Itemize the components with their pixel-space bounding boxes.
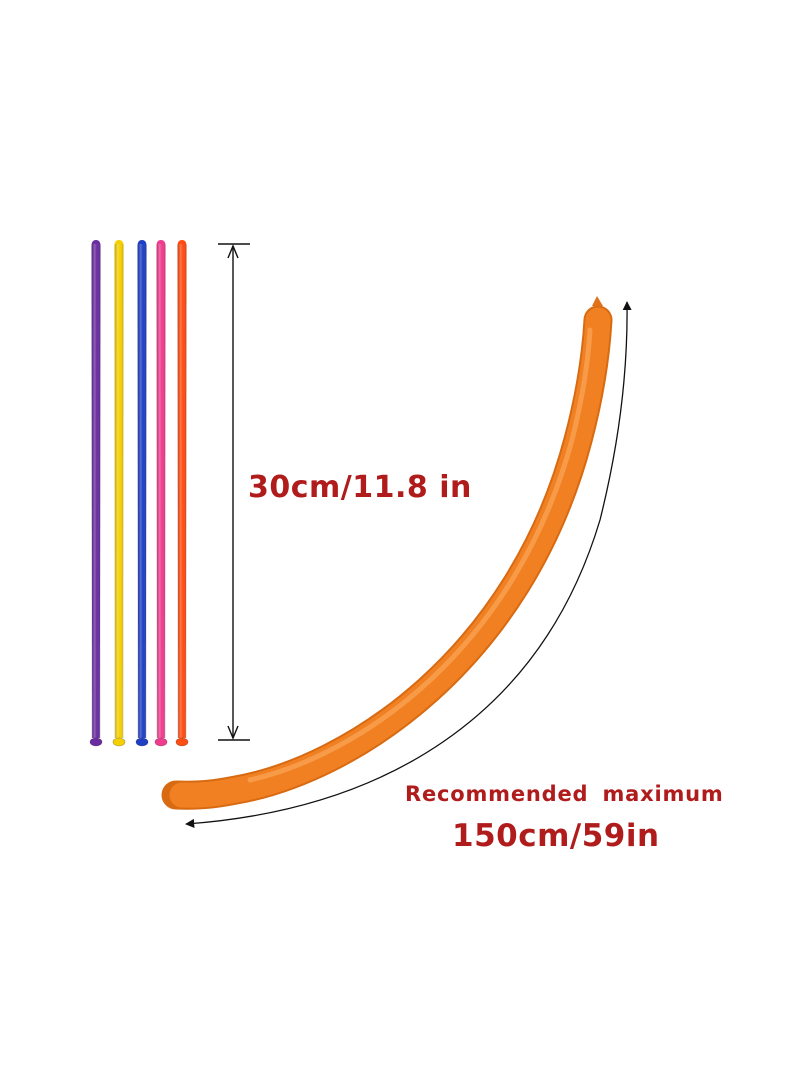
inflated-balloon-knot (592, 296, 603, 306)
uninflated-balloon-blue (135, 240, 149, 747)
inflated-balloon (161, 296, 613, 810)
uninflated-balloons (89, 240, 189, 747)
max-length-label: 150cm/59in (452, 818, 660, 854)
length-dimension-line (218, 243, 250, 741)
recommended-maximum-label: Recommended maximum (405, 782, 724, 806)
uninflated-balloon-purple (89, 240, 103, 747)
uninflated-length-label: 30cm/11.8 in (248, 470, 472, 505)
uninflated-balloon-orange (175, 240, 189, 747)
max-length-arc-arrow (185, 301, 632, 828)
uninflated-balloon-pink (154, 240, 168, 747)
uninflated-balloon-yellow (112, 240, 126, 747)
